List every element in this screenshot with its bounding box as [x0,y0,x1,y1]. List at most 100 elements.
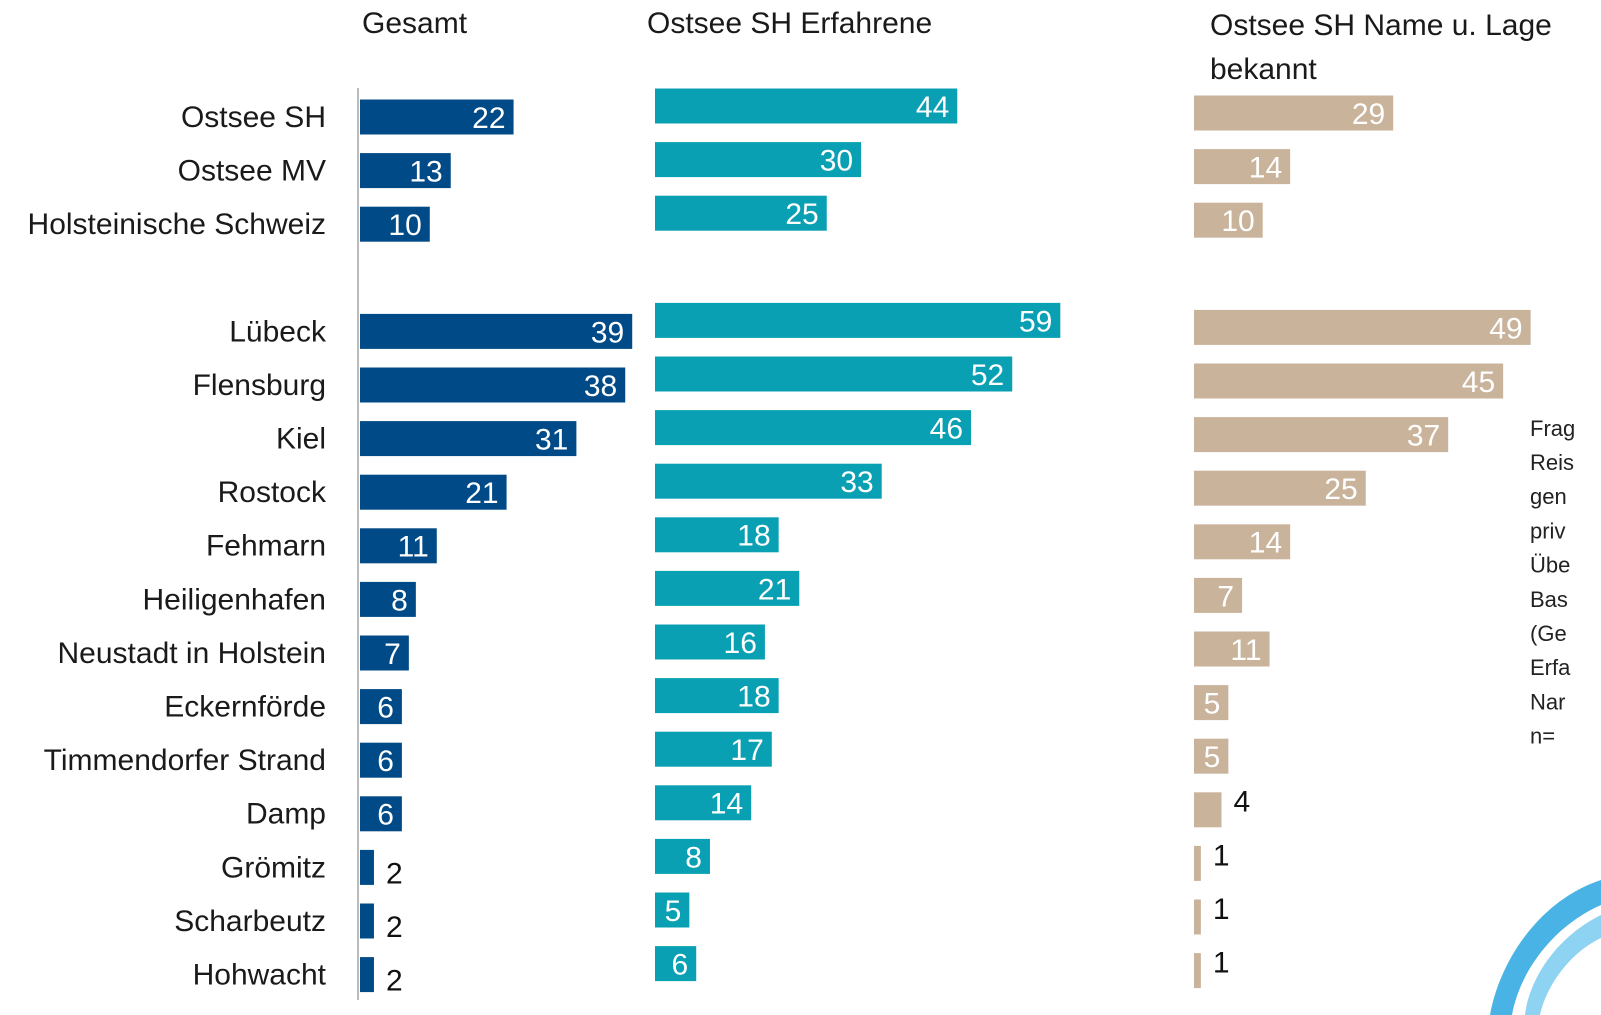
bar [655,892,690,928]
category-label: Timmendorfer Strand [44,744,326,777]
panel-title: Ostsee SH Name u. Lage bekannt [1210,9,1552,86]
value-label: 30 [820,145,853,178]
bar [360,206,430,242]
bar [360,528,437,564]
bar [360,742,402,778]
category-label: Heiligenhafen [143,583,326,616]
category-label: Scharbeutz [174,905,326,938]
note-line: Bas [1530,587,1568,612]
note-line: n= [1530,724,1555,749]
bar [1194,363,1504,399]
bar [1194,631,1270,667]
bar [360,957,374,993]
note-line: gen [1530,484,1567,509]
bar [1194,845,1201,881]
category-label: Ostsee MV [178,155,326,188]
bar [655,570,800,606]
value-label: 17 [730,734,763,767]
bar [1194,95,1394,131]
value-label: 10 [388,209,421,242]
value-label: 10 [1221,205,1254,238]
value-label: 1 [1213,839,1230,872]
category-label: Holsteinische Schweiz [28,208,326,241]
value-label: 31 [535,424,568,457]
value-label: 6 [377,799,394,832]
value-label: 14 [710,788,743,821]
value-label: 5 [665,895,682,928]
note-line: (Ge [1530,621,1567,646]
category-label: Kiel [276,423,326,456]
bar [655,195,827,231]
category-label: Ostsee SH [181,101,326,134]
bar [360,367,626,403]
value-label: 7 [384,638,401,671]
bar [360,849,374,885]
bar [1194,417,1449,453]
category-label: Grömitz [221,851,326,884]
bar [655,88,958,124]
bar [655,463,882,499]
note-line: priv [1530,518,1565,543]
category-label: Damp [246,798,326,831]
value-label: 33 [840,466,873,499]
bar [1194,899,1201,935]
panel-title: Ostsee SH Erfahrene [647,7,933,40]
value-label: 1 [1213,893,1230,926]
bar [360,581,416,617]
note-line: Reis [1530,450,1574,475]
value-label: 2 [386,965,403,998]
bar [655,517,779,553]
bar [655,624,765,660]
value-label: 7 [1217,580,1234,613]
bar [360,903,374,939]
value-label: 2 [386,911,403,944]
value-label: 21 [465,477,498,510]
bar [655,731,772,767]
value-label: 1 [1213,947,1230,980]
bar [655,142,862,178]
bar [360,313,633,349]
category-label: Rostock [218,476,327,509]
bar [655,410,972,446]
bar [1194,470,1366,506]
value-label: 49 [1489,312,1522,345]
bar [1194,309,1531,345]
value-label: 6 [377,692,394,725]
note-line: Erfa [1530,655,1571,680]
value-label: 16 [724,627,757,660]
decoration [1490,880,1601,1015]
bar [1194,202,1263,238]
decoration [1525,915,1601,1015]
bar [655,838,710,874]
value-label: 5 [1204,688,1221,721]
value-label: 46 [930,413,963,446]
value-label: 11 [398,531,429,564]
bar [655,946,697,982]
value-label: 37 [1407,420,1440,453]
category-label: Lübeck [229,315,327,348]
bar [360,635,409,671]
value-label: 8 [685,841,702,874]
value-label: 25 [785,198,818,231]
value-label: 2 [386,857,403,890]
value-label: 4 [1233,786,1250,819]
category-label: Neustadt in Holstein [58,637,326,670]
bar [655,302,1061,338]
value-label: 18 [737,681,770,714]
note-line: Übe [1530,553,1570,578]
category-label: Flensburg [193,369,326,402]
category-label: Fehmarn [206,530,326,563]
value-label: 39 [591,316,624,349]
panel-title: Gesamt [362,7,468,40]
bar [1194,685,1229,721]
bar [1194,524,1291,560]
bar [655,678,779,714]
bar [360,421,577,457]
value-label: 59 [1019,305,1052,338]
value-label: 52 [971,359,1004,392]
value-label: 21 [758,573,791,606]
category-label: Hohwacht [193,959,327,992]
value-label: 14 [1249,152,1282,185]
